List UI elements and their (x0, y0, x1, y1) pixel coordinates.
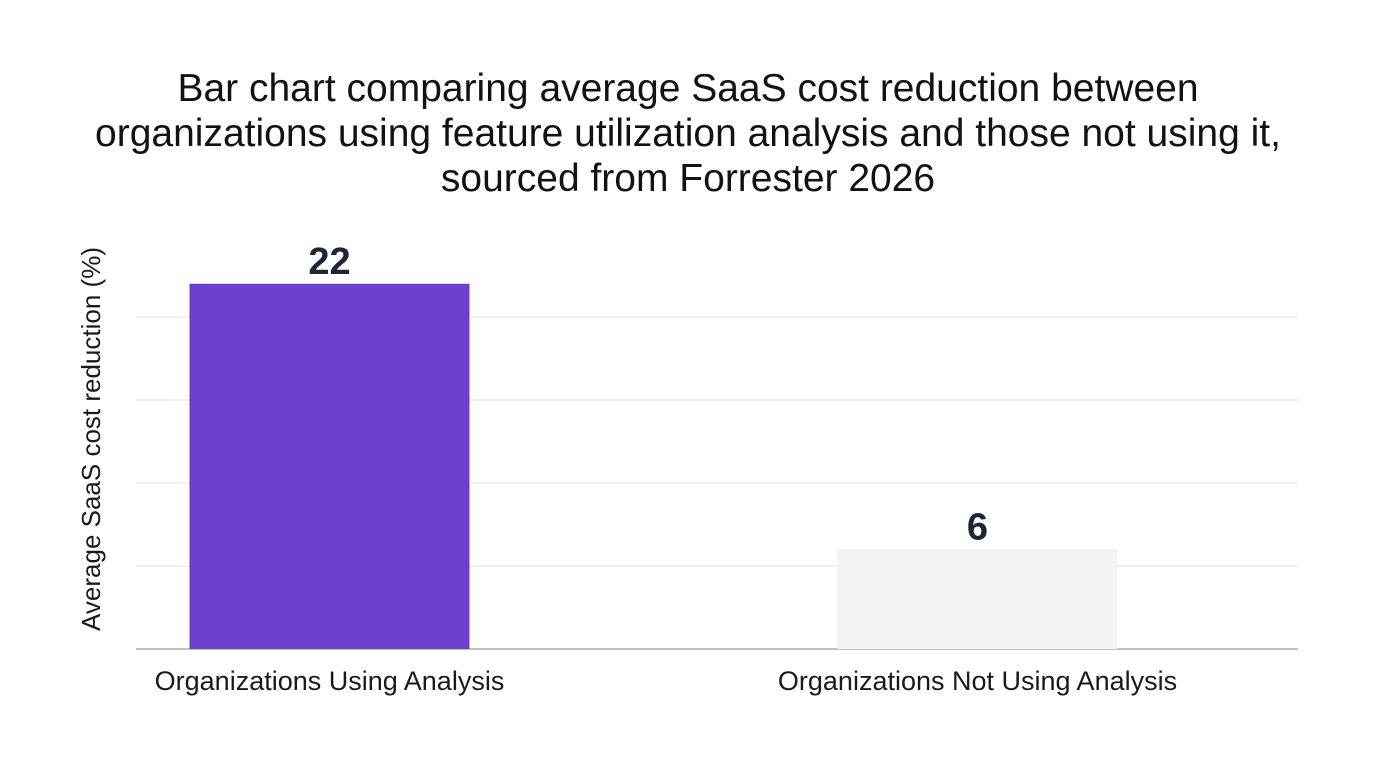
data-labels: 22 6 (308, 241, 988, 549)
bar-not-using-analysis (837, 549, 1118, 649)
bars (189, 283, 1118, 649)
x-tick-label: Organizations Using Analysis (155, 666, 505, 696)
data-label: 22 (308, 241, 350, 283)
y-axis-label: Average SaaS cost reduction (%) (76, 247, 106, 631)
bar-using-analysis (189, 283, 470, 649)
chart-title: Bar chart comparing average SaaS cost re… (95, 67, 1281, 200)
x-tick-labels: Organizations Using Analysis Organization… (155, 666, 1177, 696)
x-tick-label: Organizations Not Using Analysis (778, 666, 1177, 696)
data-label: 6 (967, 506, 988, 548)
